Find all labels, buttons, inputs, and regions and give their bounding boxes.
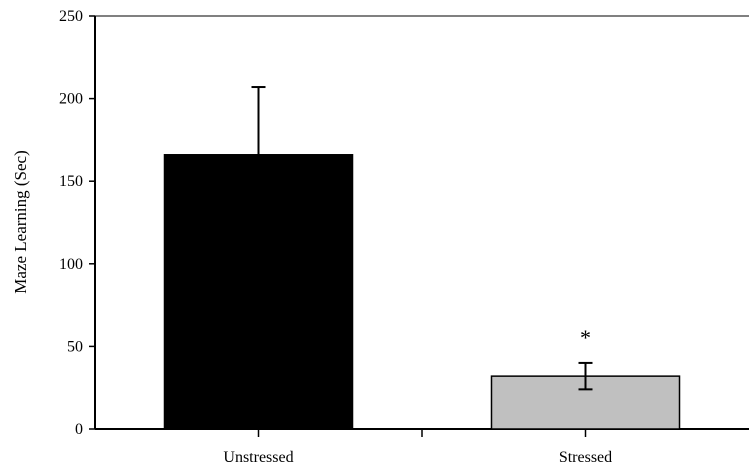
y-tick-label: 150 — [59, 173, 83, 190]
y-tick-label: 50 — [67, 338, 83, 355]
chart-annotations: * — [580, 325, 591, 350]
y-axis-title: Maze Learning (Sec) — [11, 150, 30, 293]
x-tick-label: Stressed — [559, 449, 612, 466]
y-tick-label: 100 — [59, 256, 83, 273]
x-tick-label: Unstressed — [223, 449, 293, 466]
y-tick-label: 0 — [75, 421, 83, 438]
y-axis-ticks: 0 50 100 150 200 250 — [59, 8, 95, 438]
significance-marker: * — [580, 325, 591, 350]
x-axis-ticks: Unstressed Stressed — [223, 429, 612, 466]
bar-series — [163, 154, 681, 430]
y-tick-label: 250 — [59, 8, 83, 25]
error-bars — [251, 86, 593, 391]
y-tick-label: 200 — [59, 91, 83, 108]
